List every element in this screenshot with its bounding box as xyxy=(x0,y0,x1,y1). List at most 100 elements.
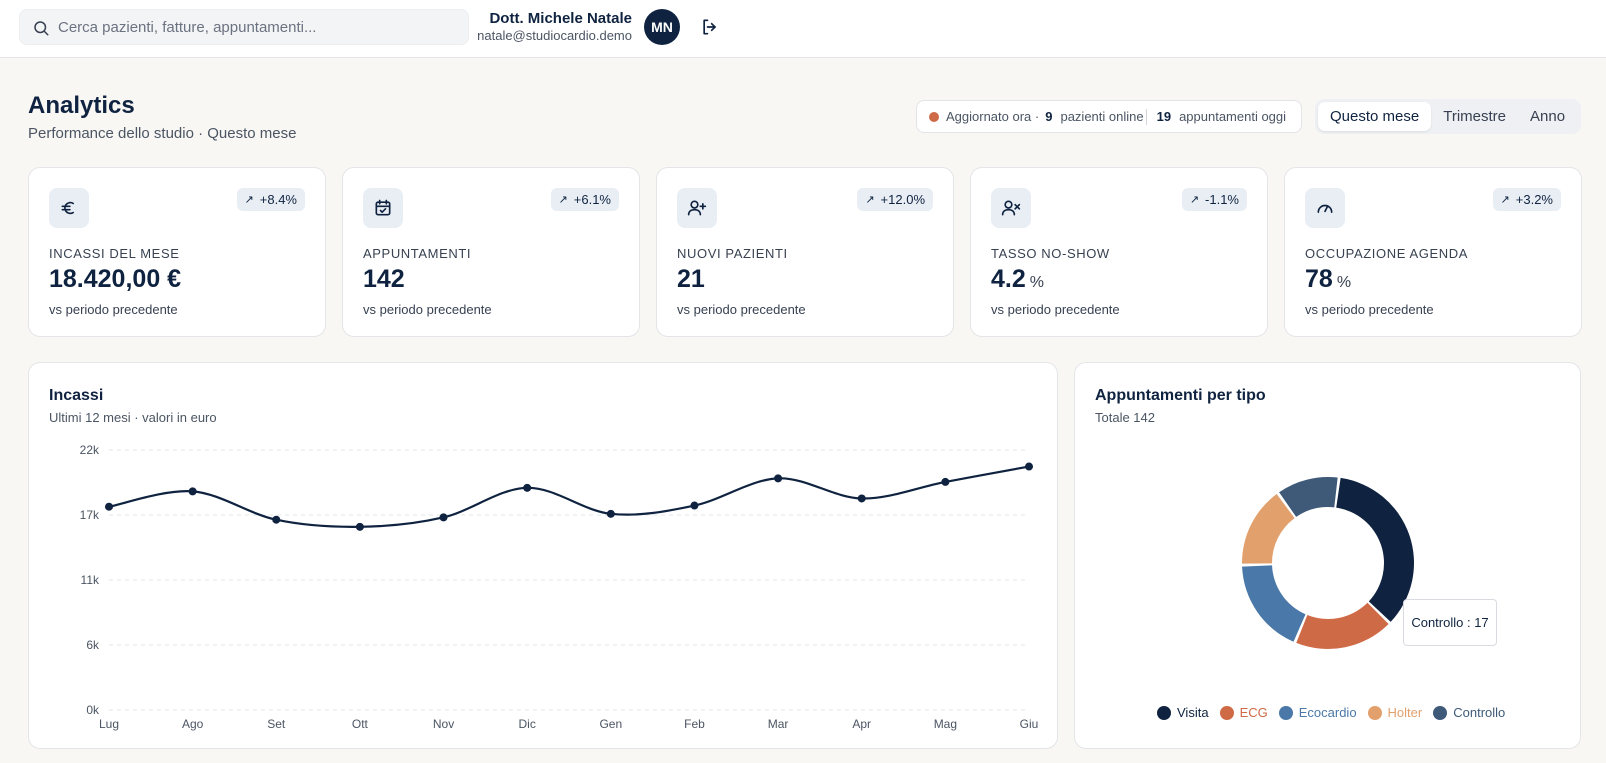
legend-item-visita[interactable]: Visita xyxy=(1157,705,1209,720)
donut-legend: Visita ECG Ecocardio Holter Controllo xyxy=(1157,705,1516,720)
x-tick-label: Giu xyxy=(1020,717,1039,731)
legend-item-ecocardio[interactable]: Ecocardio xyxy=(1278,705,1357,720)
period-year[interactable]: Anno xyxy=(1530,108,1566,125)
y-tick-label: 0k xyxy=(86,703,100,717)
kpi-note: vs periodo precedente xyxy=(991,302,1120,317)
kpi-card-occupancy: ↗ +3.2% OCCUPAZIONE AGENDA 78% vs periodo… xyxy=(1284,167,1582,337)
y-tick-label: 17k xyxy=(80,508,100,522)
user-info: Dott. Michele Natale natale@studiocardio… xyxy=(477,10,632,44)
revenue-data-point[interactable] xyxy=(188,487,197,496)
arrow-up-right-icon: ↗ xyxy=(1500,194,1510,206)
types-subtitle: Totale 142 xyxy=(1095,410,1155,425)
gauge-icon xyxy=(1317,204,1333,213)
legend-swatch xyxy=(1433,705,1448,720)
revenue-data-point[interactable] xyxy=(774,474,783,483)
kpi-delta: ↗ +12.0% xyxy=(857,188,933,211)
donut-slice-controllo[interactable] xyxy=(1279,477,1338,517)
legend-item-holter[interactable]: Holter xyxy=(1367,705,1423,720)
kpi-delta: ↗ +8.4% xyxy=(236,188,305,211)
legend-label: ECG xyxy=(1239,705,1268,720)
x-tick-label: Feb xyxy=(684,717,705,731)
kpi-value: 21 xyxy=(677,265,705,293)
legend-swatch xyxy=(1157,705,1171,720)
x-tick-label: Apr xyxy=(852,717,871,731)
arrow-up-right-icon: ↗ xyxy=(244,194,254,206)
kpi-note: vs periodo precedente xyxy=(677,302,806,317)
kpi-value: 4.2% xyxy=(991,265,1044,293)
arrow-up-right-icon: ↗ xyxy=(558,194,568,206)
legend-label: Holter xyxy=(1387,705,1423,720)
online-label: pazienti online xyxy=(1060,109,1144,124)
legend-item-ecg[interactable]: ECG xyxy=(1219,705,1268,720)
donut-slice-visita[interactable] xyxy=(1336,477,1414,622)
period-this-month[interactable]: Questo mese xyxy=(1318,102,1432,131)
page-title: Analytics xyxy=(28,92,135,119)
kpi-value: 78% xyxy=(1305,265,1352,293)
search-input[interactable] xyxy=(58,10,458,44)
revenue-data-point[interactable] xyxy=(439,513,448,522)
revenue-data-point[interactable] xyxy=(355,522,364,531)
euro-icon xyxy=(61,201,74,215)
kpi-card-no-show: ↗ -1.1% TASSO NO-SHOW 4.2% vs periodo pre… xyxy=(970,167,1268,337)
live-status: Aggiornato ora · 9 pazienti online 19 ap… xyxy=(916,100,1302,133)
revenue-data-point[interactable] xyxy=(105,502,113,511)
kpi-card-revenue: ↗ +8.4% INCASSI DEL MESE 18.420,00 € vs p… xyxy=(28,167,326,337)
kpi-label: INCASSI DEL MESE xyxy=(49,246,180,261)
x-tick-label: Gen xyxy=(599,717,622,731)
x-tick-label: Ott xyxy=(352,717,369,731)
status-divider xyxy=(1145,108,1147,125)
donut-slice-ecg[interactable] xyxy=(1296,602,1389,649)
avatar[interactable]: MN xyxy=(644,9,680,45)
revenue-data-point[interactable] xyxy=(272,515,281,524)
legend-item-controllo[interactable]: Controllo xyxy=(1433,705,1505,720)
search-box[interactable] xyxy=(19,9,469,45)
revenue-data-point[interactable] xyxy=(606,509,615,518)
kpi-value: 142 xyxy=(363,265,405,293)
revenue-subtitle: Ultimi 12 mesi · valori in euro xyxy=(49,410,217,425)
logout-icon[interactable] xyxy=(700,17,720,37)
types-title: Appuntamenti per tipo xyxy=(1095,387,1266,404)
donut-slice-ecocardio[interactable] xyxy=(1242,565,1306,642)
search-icon xyxy=(34,21,49,36)
kpi-delta: ↗ +3.2% xyxy=(1492,188,1561,211)
revenue-data-point[interactable] xyxy=(941,477,950,486)
kpi-label: APPUNTAMENTI xyxy=(363,246,472,261)
revenue-line-chart: 0k 6k 11k 17k 22k Lug Ago Set Ott Nov Dic Gen Feb Mar… xyxy=(80,443,1039,731)
live-dot xyxy=(929,111,939,122)
y-tick-label: 6k xyxy=(86,638,100,652)
donut-slice-holter[interactable] xyxy=(1242,494,1295,564)
revenue-data-point[interactable] xyxy=(523,483,532,492)
revenue-data-point[interactable] xyxy=(690,501,699,510)
appointment-types-panel: Appuntamenti per tipo Totale 142 xyxy=(1074,362,1581,749)
x-tick-label: Ago xyxy=(182,717,204,731)
appointments-today-count: 19 xyxy=(1156,109,1172,124)
kpi-card-appointments: ↗ +6.1% APPUNTAMENTI 142 vs periodo prece… xyxy=(342,167,640,337)
user-plus-icon xyxy=(687,200,707,216)
revenue-data-point[interactable] xyxy=(857,494,866,503)
appointments-today-label: appuntamenti oggi xyxy=(1179,109,1287,124)
user-name: Dott. Michele Natale xyxy=(489,10,632,27)
x-tick-label: Dic xyxy=(519,717,536,731)
kpi-delta: ↗ -1.1% xyxy=(1181,188,1247,211)
legend-label: Controllo xyxy=(1453,705,1506,720)
kpi-value: 18.420,00 € xyxy=(49,265,182,293)
x-tick-label: Set xyxy=(267,717,286,731)
calendar-check-icon xyxy=(375,199,391,216)
user-x-icon xyxy=(1001,200,1021,216)
x-tick-label: Lug xyxy=(99,717,119,731)
kpi-note: vs periodo precedente xyxy=(1305,302,1434,317)
top-bar: Dott. Michele Natale natale@studiocardio… xyxy=(0,0,1606,58)
revenue-title: Incassi xyxy=(49,387,104,404)
appointment-types-donut xyxy=(1242,477,1414,649)
kpi-delta: ↗ +6.1% xyxy=(550,188,619,211)
x-tick-label: Mag xyxy=(934,717,957,731)
period-quarter[interactable]: Trimestre xyxy=(1443,108,1506,125)
online-count: 9 xyxy=(1045,109,1053,124)
revenue-data-point[interactable] xyxy=(1025,462,1033,471)
legend-label: Visita xyxy=(1177,705,1209,720)
kpi-label: OCCUPAZIONE AGENDA xyxy=(1305,246,1468,261)
x-tick-label: Mar xyxy=(768,717,789,731)
legend-swatch xyxy=(1278,705,1293,720)
y-tick-label: 22k xyxy=(80,443,100,457)
x-tick-label: Nov xyxy=(433,717,454,731)
